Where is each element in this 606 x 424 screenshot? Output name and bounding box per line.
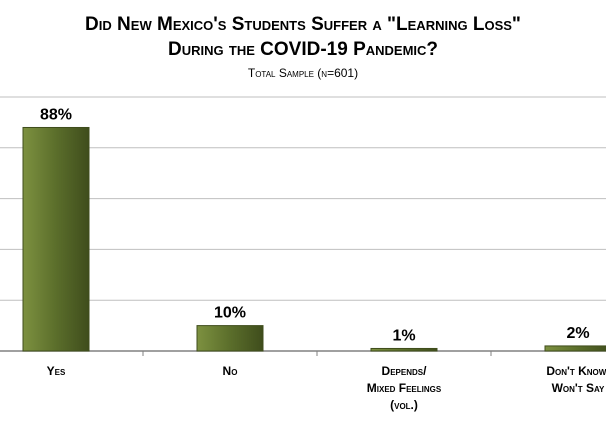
data-label: 88% [40, 106, 72, 123]
x-tick-label: Mixed Feelings [367, 381, 442, 395]
x-tick-label: Don't Know/ [546, 364, 606, 378]
x-tick-label: (vol.) [390, 398, 418, 412]
bar [22, 126, 90, 352]
data-label: 1% [392, 327, 415, 344]
x-tick-label: No [223, 364, 238, 378]
bar [544, 345, 606, 352]
bar [196, 325, 264, 352]
chart-title-line-1: Did New Mexico's Students Suffer a "Lear… [85, 14, 521, 35]
bar [370, 347, 438, 352]
chart-title-line-2: During the COVID-19 Pandemic? [167, 39, 439, 60]
data-label: 2% [566, 325, 589, 342]
x-tick-label: Won't Say [552, 381, 605, 395]
chart-subtitle: Total Sample (n=601) [247, 66, 359, 80]
x-tick-label: Yes [47, 364, 66, 378]
x-tick-label: Depends/ [382, 364, 428, 378]
data-label: 10% [214, 305, 246, 322]
